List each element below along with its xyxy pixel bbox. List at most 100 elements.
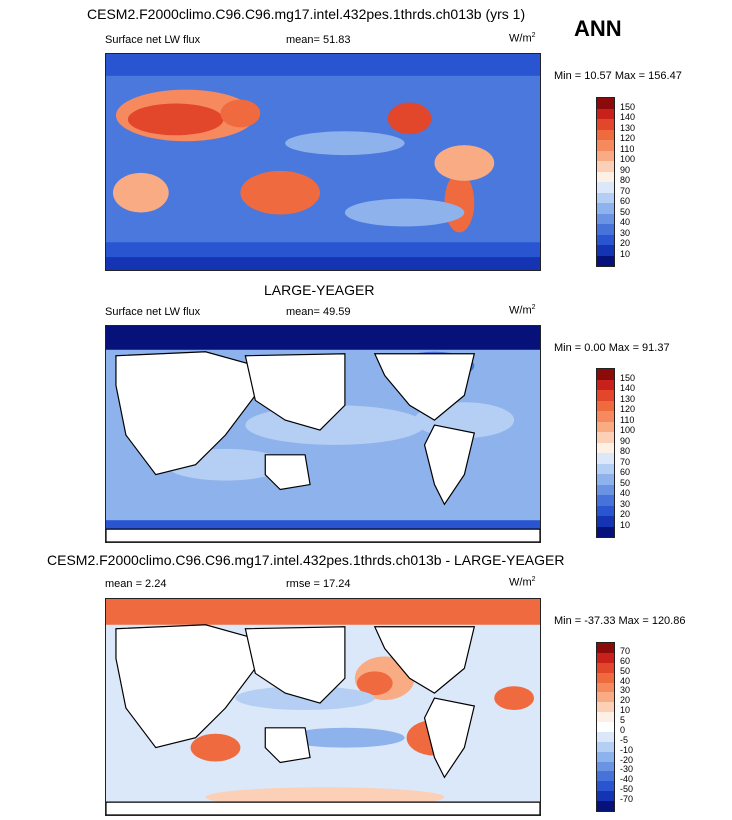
panel2-variable-label: Surface net LW flux [105,306,201,318]
colorbar-tick-label: 10 [620,705,631,716]
colorbar-tick-label: 90 [620,164,631,175]
colorbar-tick-label: 40 [620,217,631,227]
colorbar-swatch [597,692,614,703]
colorbar-tick-label: -50 [620,784,634,795]
panel2-colorbar [596,368,615,538]
panel1-minmax: Min = 10.57 Max = 156.47 [554,70,682,82]
colorbar-tick-label: 60 [620,655,631,666]
panel3-units: W/m2 [509,576,536,589]
colorbar-swatch [597,369,614,380]
colorbar-swatch [597,722,614,732]
colorbar-tick-label: -40 [620,774,634,785]
colorbar-tick-label: 50 [620,665,631,676]
colorbar-tick-label: 50 [620,477,631,488]
colorbar-swatch [597,108,614,119]
colorbar-tick-label: 70 [620,456,631,467]
panel2-mean-label: mean= 49.59 [286,306,351,318]
colorbar-tick-label: 5 [620,715,626,726]
colorbar-swatch [597,662,614,673]
colorbar-swatch [597,801,614,811]
panel2-units: W/m2 [509,304,536,317]
colorbar-tick-label: 150 [620,372,636,383]
colorbar-swatch [597,98,614,109]
colorbar-tick-label: 10 [620,519,631,530]
colorbar-swatch [597,682,614,693]
colorbar-tick-label: 60 [620,196,631,206]
colorbar-swatch [597,182,614,193]
colorbar-swatch [597,516,614,527]
colorbar-swatch [597,484,614,495]
colorbar-tick-label: 120 [620,404,636,414]
colorbar-swatch [597,505,614,516]
colorbar-tick-label: 40 [620,488,631,498]
colorbar-tick-label: 130 [620,393,636,404]
colorbar-tick-label: 10 [620,248,631,259]
colorbar-swatch [597,224,614,235]
colorbar-tick-label: 60 [620,467,631,477]
colorbar-swatch [597,771,614,782]
colorbar-swatch [597,213,614,224]
colorbar-swatch [597,495,614,506]
colorbar-tick-label: 30 [620,227,631,238]
panel2-title: LARGE-YEAGER [264,282,375,298]
colorbar-tick-label: 70 [620,645,631,656]
colorbar-tick-label: -5 [620,734,629,745]
colorbar-tick-label: 130 [620,122,636,133]
season-label: ANN [574,16,622,41]
panel2-map [105,325,541,543]
colorbar-swatch [597,411,614,422]
colorbar-tick-label: 20 [620,509,631,519]
colorbar-swatch [597,150,614,161]
colorbar-tick-label: 100 [620,425,636,435]
colorbar-swatch [597,442,614,453]
colorbar-tick-label: 30 [620,685,631,696]
colorbar-swatch [597,643,614,653]
colorbar-swatch [597,751,614,762]
colorbar-swatch [597,712,614,722]
colorbar-tick-label: 150 [620,101,636,112]
colorbar-swatch [597,463,614,474]
colorbar-swatch [597,453,614,464]
colorbar-tick-label: 70 [620,185,631,196]
colorbar-swatch [597,192,614,203]
colorbar-tick-label: -70 [620,794,634,805]
panel1-colorbar [596,97,615,267]
colorbar-tick-label: 100 [620,154,636,164]
colorbar-swatch [597,761,614,772]
colorbar-swatch [597,140,614,151]
colorbar-swatch [597,526,614,537]
colorbar-tick-label: -30 [620,764,634,775]
colorbar-tick-label: -10 [620,744,634,755]
panel3-rmse-label: rmse = 17.24 [286,578,351,590]
panel1-mean-label: mean= 51.83 [286,34,351,46]
colorbar-swatch [597,672,614,683]
colorbar-swatch [597,171,614,182]
colorbar-swatch [597,234,614,245]
colorbar-tick-label: 50 [620,206,631,217]
colorbar-swatch [597,781,614,792]
panel2-minmax: Min = 0.00 Max = 91.37 [554,342,670,354]
colorbar-tick-label: 80 [620,446,631,456]
colorbar-swatch [597,400,614,411]
panel3-minmax: Min = -37.33 Max = 120.86 [554,615,686,627]
colorbar-tick-label: 90 [620,435,631,446]
colorbar-swatch [597,203,614,214]
colorbar-swatch [597,255,614,266]
colorbar-swatch [597,731,614,742]
panel3-title: CESM2.F2000climo.C96.C96.mg17.intel.432p… [47,552,565,568]
colorbar-tick-label: 40 [620,675,631,686]
colorbar-tick-label: -20 [620,754,634,765]
colorbar-tick-label: 20 [620,238,631,248]
colorbar-swatch [597,702,614,713]
colorbar-tick-label: 80 [620,175,631,185]
colorbar-swatch [597,791,614,801]
panel1-variable-label: Surface net LW flux [105,34,201,46]
colorbar-swatch [597,245,614,256]
panel3-map [105,598,541,816]
colorbar-swatch [597,474,614,485]
colorbar-tick-label: 110 [620,414,635,425]
colorbar-tick-label: 30 [620,498,631,509]
colorbar-swatch [597,379,614,390]
panel1-units: W/m2 [509,32,536,45]
panel3-mean-label: mean = 2.24 [105,578,167,590]
